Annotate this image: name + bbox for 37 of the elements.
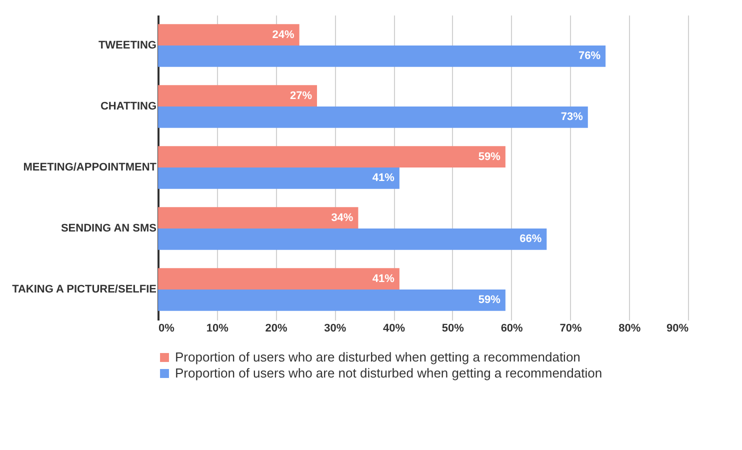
bar <box>158 46 606 67</box>
x-tick-label: 20% <box>265 322 288 334</box>
data-label: 59% <box>478 150 501 163</box>
x-tick-label: 90% <box>666 322 689 334</box>
data-label: 27% <box>290 90 312 102</box>
x-tick-label: 10% <box>206 322 229 334</box>
legend-label: Proportion of users who are not disturbed when getting a recommendation <box>175 366 602 380</box>
bar <box>158 146 506 168</box>
data-label: 59% <box>478 294 501 306</box>
data-label: 41% <box>372 272 395 285</box>
y-tick-label: MEETING/APPOINTMENT <box>23 162 157 174</box>
bar <box>158 290 506 311</box>
data-label: 73% <box>560 111 584 124</box>
x-tick-label: 30% <box>324 322 346 334</box>
x-tick-label: 80% <box>618 322 641 334</box>
data-label: 66% <box>520 233 542 246</box>
x-tick-label: 50% <box>442 322 464 334</box>
bar <box>158 268 400 290</box>
data-label: 24% <box>272 28 295 41</box>
data-label: 76% <box>578 50 601 62</box>
bar <box>158 228 547 250</box>
x-tick-label: 70% <box>560 322 582 334</box>
y-tick-label: TWEETING <box>98 40 156 52</box>
legend-label: Proportion of users who are disturbed when getting a recommendation <box>175 350 580 364</box>
data-label: 34% <box>331 212 354 224</box>
bar <box>158 106 588 128</box>
y-tick-label: CHATTING <box>100 100 156 112</box>
bar <box>158 207 358 228</box>
y-tick-label: SENDING AN SMS <box>60 222 156 234</box>
x-tick-label: 40% <box>383 322 406 334</box>
data-label: 41% <box>372 172 395 184</box>
x-tick-label: 0% <box>158 322 175 334</box>
bar <box>158 24 300 46</box>
x-tick-label: 60% <box>500 322 524 334</box>
y-tick-label: TAKING A PICTURE/SELFIE <box>12 284 156 296</box>
bar <box>158 85 317 106</box>
bar <box>158 168 400 189</box>
